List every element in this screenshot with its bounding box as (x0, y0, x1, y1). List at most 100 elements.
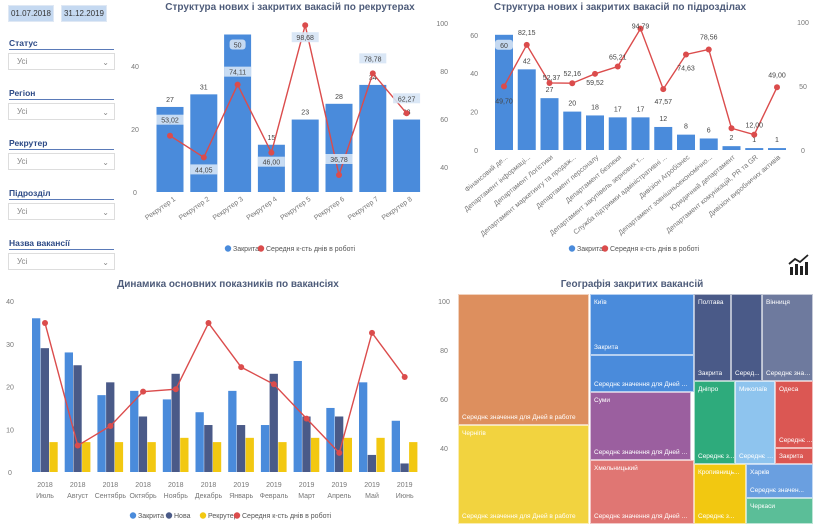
treemap-tile[interactable]: Серед... (731, 294, 762, 381)
slicer-dropdown[interactable]: Усі ⌄ (8, 53, 115, 70)
line-value-label: 74,63 (677, 65, 695, 72)
bar-new (171, 373, 180, 472)
bar-value-label: 27 (166, 97, 174, 104)
bar-recruiter (147, 442, 156, 472)
treemap-tile[interactable]: Середнє значення для Дней в работе (458, 294, 589, 425)
line-point (42, 320, 48, 327)
x-category-label: Рекрутер 5 (279, 196, 312, 222)
bar-new (204, 425, 213, 472)
bar-new (335, 416, 344, 472)
bar-recruiter (245, 437, 254, 472)
line-value-label: 59,52 (586, 80, 604, 87)
bar-closed (699, 138, 718, 150)
slicer-value: Усі (17, 207, 28, 216)
bar-value-label: 31 (200, 84, 208, 91)
y-tick-label-left: 0 (474, 148, 478, 155)
bar-recruiter (114, 442, 124, 472)
legend-label: Закрита (577, 246, 603, 253)
treemap-tile[interactable]: Миколаїв Середнє з... (735, 381, 775, 464)
treemap-tile[interactable]: Одеса Середнє ... (775, 381, 813, 448)
line-point (614, 63, 621, 70)
data-label-bg (325, 153, 353, 164)
x-month-label: Август (67, 493, 89, 500)
tile-name: Кропивниць... (698, 469, 740, 476)
line-point (751, 131, 758, 138)
slicer-dropdown[interactable]: Усі ⌄ (8, 203, 115, 220)
tile-name: Одеса (779, 386, 799, 393)
data-label-bg (359, 53, 387, 64)
chevron-down-icon: ⌄ (102, 258, 109, 267)
line-point (546, 79, 553, 86)
tile-measure: Середнє з... (698, 453, 735, 460)
line-value-label: 52,37 (543, 75, 561, 82)
line-point (501, 83, 507, 90)
slicer-dropdown[interactable]: Усі ⌄ (8, 253, 115, 270)
treemap-tile[interactable]: Закрита (775, 448, 813, 464)
line-value-label: 47,57 (654, 99, 672, 106)
treemap-tile[interactable]: Дніпро Середнє з... (694, 381, 735, 464)
line-point (302, 22, 309, 29)
y-tick-label: 40 (131, 64, 139, 71)
treemap-tile[interactable]: Київ Закрита (590, 294, 694, 355)
tile-name: Черкаси (750, 503, 776, 510)
slicer-label: Підрозділ (9, 188, 114, 200)
bar-closed (224, 34, 252, 192)
legend-label: Рекрутер (208, 513, 238, 520)
y-tick-label: 20 (131, 127, 139, 134)
bar-closed (517, 69, 536, 150)
tile-measure: Середнє ... (779, 437, 813, 444)
tile-measure: Середнє значення для Дней в ... (594, 513, 691, 520)
slicer-dropdown[interactable]: Усі ⌄ (8, 103, 115, 120)
bar-new (138, 416, 148, 472)
tile-name: Київ (594, 299, 607, 306)
x-month-label: Май (365, 492, 379, 500)
treemap-tile[interactable]: Кропивниць... Середнє з... (694, 464, 746, 524)
slicer-dropdown[interactable]: Усі ⌄ (8, 153, 115, 170)
y-tick-label-right: 40 (440, 446, 448, 453)
bar-closed (654, 126, 673, 150)
line-point (660, 86, 667, 93)
bar-closed (260, 425, 270, 472)
chart-title: Географія закритих вакансій (561, 278, 704, 290)
bar-closed (291, 119, 319, 192)
date-to[interactable]: 31.12.2019 (61, 5, 107, 22)
legend-marker (224, 245, 232, 252)
line-point (683, 51, 689, 58)
date-from[interactable]: 01.07.2018 (8, 5, 54, 22)
bar-recruiter (180, 437, 189, 472)
y-tick-label-left-overlay: 60 (440, 117, 448, 124)
bar-closed (745, 148, 764, 150)
treemap-tile[interactable]: Вінниця Середнє знач... (762, 294, 813, 381)
bar-closed (563, 111, 582, 150)
x-category-label: Рекрутер 4 (246, 196, 279, 222)
line-value-label: 78,56 (700, 34, 718, 41)
x-category-label: Рекрутер 1 (144, 196, 177, 222)
y-tick-label-left-overlay: 40 (440, 165, 448, 172)
treemap-tile[interactable]: Харків Середнє значен... (746, 464, 813, 498)
data-label-bg (156, 114, 184, 125)
treemap-tile[interactable]: Суми Середнє значення для Дней в ... (590, 392, 691, 460)
x-year-label: 2018 (201, 482, 217, 489)
line-value-label: 62,27 (398, 96, 416, 103)
line-value-label: 82,15 (518, 30, 536, 37)
bar-chart-trend-icon[interactable] (788, 252, 812, 276)
x-year-label: 2018 (135, 482, 151, 489)
treemap-tile[interactable]: Хмельницький Середнє значення для Дней в … (590, 460, 694, 524)
x-year-label: 2018 (70, 482, 86, 489)
y-tick-label-left-overlay: 80 (440, 69, 448, 76)
treemap-tile[interactable]: Чернігів Середнє значення для Дней в рабо… (458, 425, 589, 524)
bar-new (236, 425, 246, 472)
treemap-tile[interactable]: Полтава Закрита (694, 294, 731, 381)
y-tick-label-left-overlay: 100 (436, 21, 448, 28)
line-point (369, 329, 375, 336)
line-point (592, 70, 598, 77)
bar-value-label: 8 (684, 124, 688, 131)
treemap-tile[interactable]: Черкаси (746, 498, 813, 524)
chart-title: Структура нових і закритих вакасій по ре… (165, 2, 415, 13)
x-year-label: 2019 (233, 482, 249, 489)
treemap-tile[interactable]: Середнє значення для Дней в р... (590, 355, 694, 392)
x-category-label: Рекрутер 3 (212, 196, 245, 222)
tile-measure: Середнє значення для Дней в работе (462, 513, 576, 520)
line-value-label: 49,70 (495, 98, 513, 105)
